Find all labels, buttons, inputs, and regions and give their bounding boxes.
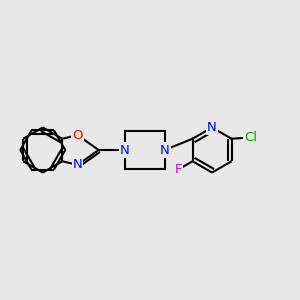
Text: Cl: Cl — [244, 131, 257, 144]
Text: N: N — [160, 143, 170, 157]
Text: N: N — [73, 158, 82, 171]
Text: F: F — [175, 163, 182, 176]
Text: N: N — [120, 143, 130, 157]
Text: O: O — [72, 129, 83, 142]
Text: N: N — [207, 121, 217, 134]
